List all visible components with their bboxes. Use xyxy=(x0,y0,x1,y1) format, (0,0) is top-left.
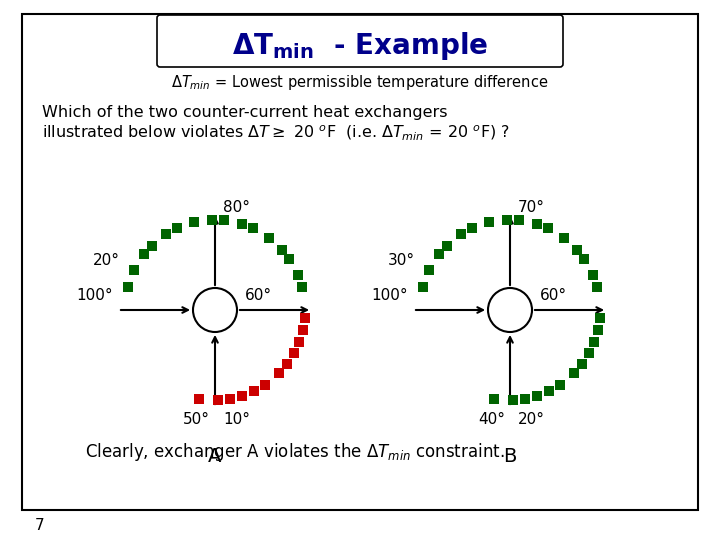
Text: 10°: 10° xyxy=(223,412,250,427)
Text: 100°: 100° xyxy=(76,288,113,303)
Point xyxy=(588,338,600,346)
Text: 30°: 30° xyxy=(388,253,415,268)
Point xyxy=(288,349,300,357)
Point xyxy=(571,246,582,254)
Point xyxy=(591,282,603,291)
Point xyxy=(212,396,224,404)
Point xyxy=(489,394,500,403)
Text: $\Delta T_{min}$ = Lowest permissible temperature difference: $\Delta T_{min}$ = Lowest permissible te… xyxy=(171,72,549,91)
Point xyxy=(122,282,134,291)
Text: 20°: 20° xyxy=(93,253,120,268)
Point xyxy=(263,233,274,242)
Point xyxy=(467,224,478,233)
Point xyxy=(520,394,531,403)
Point xyxy=(577,360,588,368)
Point xyxy=(247,224,258,233)
Point xyxy=(531,220,543,228)
Text: 70°: 70° xyxy=(518,200,545,215)
Point xyxy=(274,369,285,377)
Text: 7: 7 xyxy=(35,517,45,532)
Point xyxy=(583,349,595,357)
Text: $\mathbf{\Delta T_{min}}$  - Example: $\mathbf{\Delta T_{min}}$ - Example xyxy=(232,30,488,62)
Point xyxy=(206,216,217,225)
Point xyxy=(146,241,158,250)
Point xyxy=(543,387,554,395)
Text: 40°: 40° xyxy=(478,412,505,427)
Point xyxy=(542,224,554,233)
Text: 80°: 80° xyxy=(223,200,250,215)
Point xyxy=(513,216,525,225)
Point xyxy=(592,326,603,334)
Text: 20°: 20° xyxy=(518,412,545,427)
Point xyxy=(296,282,307,291)
Point xyxy=(299,314,310,322)
Point xyxy=(568,369,580,377)
Text: 100°: 100° xyxy=(372,288,408,303)
Point xyxy=(297,326,308,334)
Point xyxy=(579,255,590,264)
Point xyxy=(292,271,304,280)
Point xyxy=(218,216,230,225)
Point xyxy=(237,392,248,400)
Text: 60°: 60° xyxy=(245,288,272,303)
Point xyxy=(284,255,295,264)
Point xyxy=(194,394,205,403)
Text: B: B xyxy=(503,448,517,467)
Point xyxy=(554,381,565,389)
Point xyxy=(293,338,305,346)
Point xyxy=(225,394,236,403)
Point xyxy=(259,381,271,389)
Point xyxy=(507,396,518,404)
Point xyxy=(276,246,288,254)
Text: A: A xyxy=(208,448,222,467)
Text: illustrated below violates $\Delta T \geq$ 20 $^o$F  (i.e. $\Delta T_{min}$ = 20: illustrated below violates $\Delta T \ge… xyxy=(42,124,510,143)
Point xyxy=(138,250,150,259)
FancyBboxPatch shape xyxy=(157,15,563,67)
Point xyxy=(433,250,445,259)
Point xyxy=(282,360,293,368)
Text: 60°: 60° xyxy=(540,288,567,303)
Point xyxy=(456,230,467,239)
Text: Which of the two counter-current heat exchangers: Which of the two counter-current heat ex… xyxy=(42,105,448,119)
Point xyxy=(558,233,570,242)
Point xyxy=(588,271,599,280)
Point xyxy=(129,266,140,274)
Point xyxy=(418,282,429,291)
Point xyxy=(189,218,200,227)
Point xyxy=(441,241,453,250)
Text: 50°: 50° xyxy=(183,412,210,427)
Point xyxy=(236,220,248,228)
Text: Clearly, exchanger A violates the $\Delta T_{min}$ constraint.: Clearly, exchanger A violates the $\Delt… xyxy=(85,441,505,463)
Point xyxy=(424,266,436,274)
Point xyxy=(531,392,543,400)
Point xyxy=(171,224,183,233)
Point xyxy=(161,230,172,239)
Point xyxy=(501,216,513,225)
Point xyxy=(483,218,495,227)
Point xyxy=(248,387,260,395)
Point xyxy=(594,314,606,322)
